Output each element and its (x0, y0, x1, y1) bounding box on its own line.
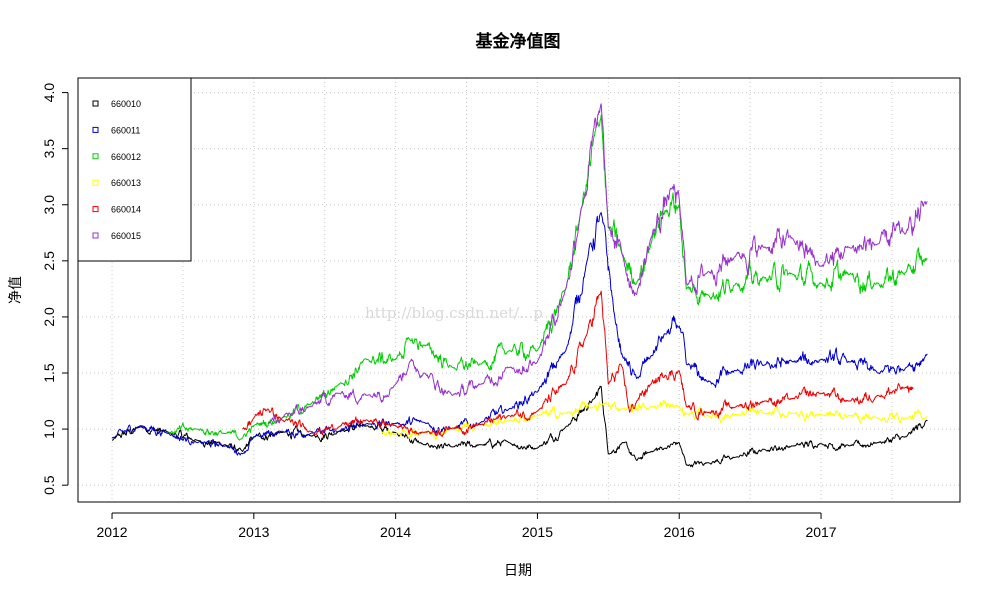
x-tick-label: 2012 (96, 524, 127, 540)
y-tick-label: 0.5 (41, 475, 57, 495)
x-tick-label: 2017 (805, 524, 836, 540)
series-line-660011 (111, 212, 928, 456)
y-axis: 0.5 1.0 1.5 2.0 2.5 3.0 3.5 4.0 (41, 83, 69, 495)
legend-box (77, 77, 192, 262)
legend-label: 660010 (111, 99, 141, 109)
y-tick-label: 3.5 (41, 139, 57, 159)
y-tick-label: 4.0 (41, 83, 57, 103)
x-axis-label: 日期 (504, 563, 532, 579)
legend-label: 660015 (111, 231, 141, 241)
watermark: http://blog.csdn.net/...p (365, 304, 543, 322)
series-layer (111, 103, 928, 468)
y-tick-label: 3.0 (41, 195, 57, 215)
x-tick-label: 2015 (522, 524, 553, 540)
legend-label: 660011 (111, 125, 140, 135)
legend-swatch (92, 153, 99, 160)
series-line-660010 (111, 385, 928, 468)
legend-swatch (92, 100, 99, 107)
y-axis-label: 净值 (8, 276, 24, 304)
legend-swatch (92, 232, 99, 239)
x-tick-label: 2016 (664, 524, 695, 540)
plot-frame (77, 77, 961, 503)
y-tick-label: 2.0 (41, 307, 57, 327)
series-line-660013 (381, 399, 928, 441)
x-tick-label: 2014 (380, 524, 411, 540)
legend-swatch (92, 179, 99, 186)
x-axis: 2012 2013 2014 2015 2016 2017 (96, 512, 837, 540)
legend-swatch (92, 126, 99, 133)
chart-title: 基金净值图 (475, 31, 561, 52)
legend-swatch (92, 206, 99, 213)
legend-label: 660013 (111, 178, 141, 188)
legend-label: 660012 (111, 152, 141, 162)
y-tick-label: 1.0 (41, 419, 57, 439)
grid-lines (78, 78, 960, 502)
series-line-660014 (242, 290, 914, 438)
legend: 660010 660011 660012 660013 660014 660015 (77, 77, 192, 262)
legend-label: 660014 (111, 205, 141, 215)
y-tick-label: 1.5 (41, 363, 57, 383)
series-line-660015 (268, 103, 928, 424)
y-tick-label: 2.5 (41, 251, 57, 271)
x-tick-label: 2013 (238, 524, 269, 540)
